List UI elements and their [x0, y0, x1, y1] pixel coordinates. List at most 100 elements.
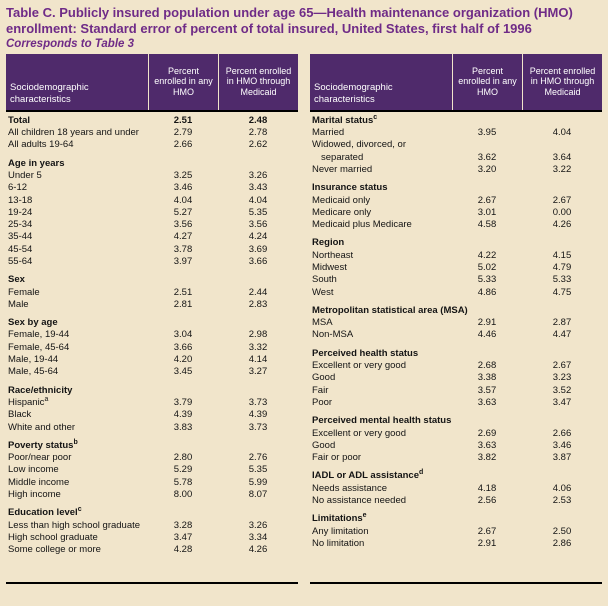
table-row: Female, 45-64 3.66 3.32 [6, 342, 298, 354]
table-row: Total 2.51 2.48 [6, 115, 298, 127]
value-any-hmo: 2.79 [173, 127, 193, 139]
row-label: Under 5 [8, 169, 42, 181]
table-row: Some college or more 4.28 4.26 [6, 544, 298, 556]
value-medicaid-hmo: 4.26 [248, 544, 268, 556]
column-header-label: Percent enrolled in HMO through Medicaid [529, 65, 596, 98]
table-left: Sociodemographic characteristics Percent… [6, 53, 298, 584]
row-label: Middle income [8, 476, 70, 488]
row-label: Insurance status [312, 182, 388, 194]
row-label: MSA [312, 317, 333, 329]
column-header-medicaid-hmo: Percent enrolled in HMO through Medicaid [522, 53, 602, 110]
value-any-hmo: 3.56 [173, 219, 193, 231]
column-header-label: Sociodemographic characteristics [10, 82, 89, 105]
value-any-hmo: 5.27 [173, 206, 193, 218]
column-header-label: Percent enrolled in HMO through Medicaid [225, 65, 292, 98]
table-row: Needs assistance 4.18 4.06 [310, 483, 602, 495]
row-label: 19-24 [8, 206, 33, 218]
value-medicaid-hmo: 2.87 [552, 317, 572, 329]
row-label: Hispanica [8, 395, 49, 408]
row-label: Male, 45-64 [8, 366, 59, 378]
table-row: MSA 2.91 2.87 [310, 317, 602, 329]
value-any-hmo: 3.95 [477, 127, 497, 139]
row-label: 13-18 [8, 194, 33, 206]
row-label: Male [8, 298, 29, 310]
row-label: Fair or poor [312, 452, 362, 464]
value-medicaid-hmo: 2.66 [552, 427, 572, 439]
value-medicaid-hmo: 5.35 [248, 464, 268, 476]
table-row: Non-MSA 4.46 4.47 [310, 329, 602, 341]
section-row: IADL or ADL assistanced [310, 469, 602, 482]
table-row: Less than high school graduate 3.28 3.26 [6, 520, 298, 532]
footnote-marker: d [419, 469, 424, 477]
row-label: Marital statusc [312, 113, 378, 126]
row-label: High school graduate [8, 531, 98, 543]
table-row: Widowed, divorced, or separated 3.62 3.64 [310, 139, 602, 164]
table-row: Male 2.81 2.83 [6, 299, 298, 311]
table-row: 35-44 4.27 4.24 [6, 231, 298, 243]
value-any-hmo: 2.68 [477, 360, 497, 372]
row-label: All children 18 years and under [8, 127, 139, 139]
row-label: Any limitation [312, 525, 369, 537]
table-row: Female 2.51 2.44 [6, 287, 298, 299]
table-row: 13-18 4.04 4.04 [6, 195, 298, 207]
table-row: All adults 19-64 2.66 2.62 [6, 139, 298, 151]
value-any-hmo: 3.20 [477, 163, 497, 175]
value-medicaid-hmo: 4.39 [248, 409, 268, 421]
value-medicaid-hmo: 5.99 [248, 476, 268, 488]
value-medicaid-hmo: 3.32 [248, 341, 268, 353]
table-row: Medicaid only 2.67 2.67 [310, 195, 602, 207]
table-left-body: Total 2.51 2.48 All children 18 years and u… [6, 109, 298, 584]
table-row: Midwest 5.02 4.79 [310, 262, 602, 274]
row-label: Poor [312, 396, 333, 408]
row-label: Limitationse [312, 512, 367, 525]
footnote-marker: e [362, 512, 367, 520]
table-row: Poor/near poor 2.80 2.76 [6, 452, 298, 464]
section-row: Poverty statusb [6, 438, 298, 452]
value-any-hmo: 2.56 [477, 495, 497, 507]
section-row: Region [310, 237, 602, 249]
value-any-hmo: 4.46 [477, 329, 497, 341]
value-any-hmo: 4.58 [477, 219, 497, 231]
corresponds-note: Corresponds to Table 3 [6, 37, 135, 50]
value-medicaid-hmo: 3.43 [248, 182, 268, 194]
row-label: All adults 19-64 [8, 139, 74, 151]
table-left-header: Sociodemographic characteristics Percent… [6, 53, 298, 110]
value-any-hmo: 4.04 [173, 194, 193, 206]
value-medicaid-hmo: 3.27 [248, 366, 268, 378]
row-label: Female, 45-64 [8, 341, 70, 353]
row-label: Medicaid plus Medicare [312, 219, 412, 231]
value-any-hmo: 5.78 [173, 476, 193, 488]
value-medicaid-hmo: 8.07 [248, 489, 268, 501]
table-row: 45-54 3.78 3.69 [6, 244, 298, 256]
value-medicaid-hmo: 2.67 [552, 360, 572, 372]
column-header-any-hmo: Percent enrolled in any HMO [148, 53, 218, 110]
row-label: Perceived mental health status [312, 415, 452, 427]
value-any-hmo: 4.86 [477, 286, 497, 298]
value-any-hmo: 2.91 [477, 537, 497, 549]
row-label: Non-MSA [312, 329, 354, 341]
value-medicaid-hmo: 3.87 [552, 452, 572, 464]
value-medicaid-hmo: 2.53 [552, 495, 572, 507]
value-medicaid-hmo: 2.83 [248, 298, 268, 310]
row-label: Race/ethnicity [8, 384, 73, 396]
column-header-label: Sociodemographic characteristics [314, 82, 393, 105]
value-any-hmo: 3.66 [173, 341, 193, 353]
value-medicaid-hmo: 3.52 [552, 384, 572, 396]
section-row: Race/ethnicity [6, 385, 298, 397]
table-right: Sociodemographic characteristics Percent… [310, 53, 602, 584]
value-medicaid-hmo: 2.78 [248, 127, 268, 139]
row-label: Never married [312, 163, 373, 175]
value-any-hmo: 3.79 [173, 396, 193, 408]
value-medicaid-hmo: 4.26 [552, 219, 572, 231]
value-medicaid-hmo: 3.46 [552, 439, 572, 451]
row-label: Black [8, 409, 32, 421]
page-title: Table C. Publicly insured population und… [6, 5, 573, 36]
table-row: Hispanica 3.79 3.73 [6, 395, 298, 409]
column-header-any-hmo: Percent enrolled in any HMO [452, 53, 522, 110]
row-label: Medicare only [312, 206, 372, 218]
value-medicaid-hmo: 3.64 [552, 151, 572, 163]
table-row: High school graduate 3.47 3.34 [6, 532, 298, 544]
footnote-marker: b [73, 438, 78, 446]
row-label: Needs assistance [312, 482, 387, 494]
value-medicaid-hmo: 2.62 [248, 139, 268, 151]
